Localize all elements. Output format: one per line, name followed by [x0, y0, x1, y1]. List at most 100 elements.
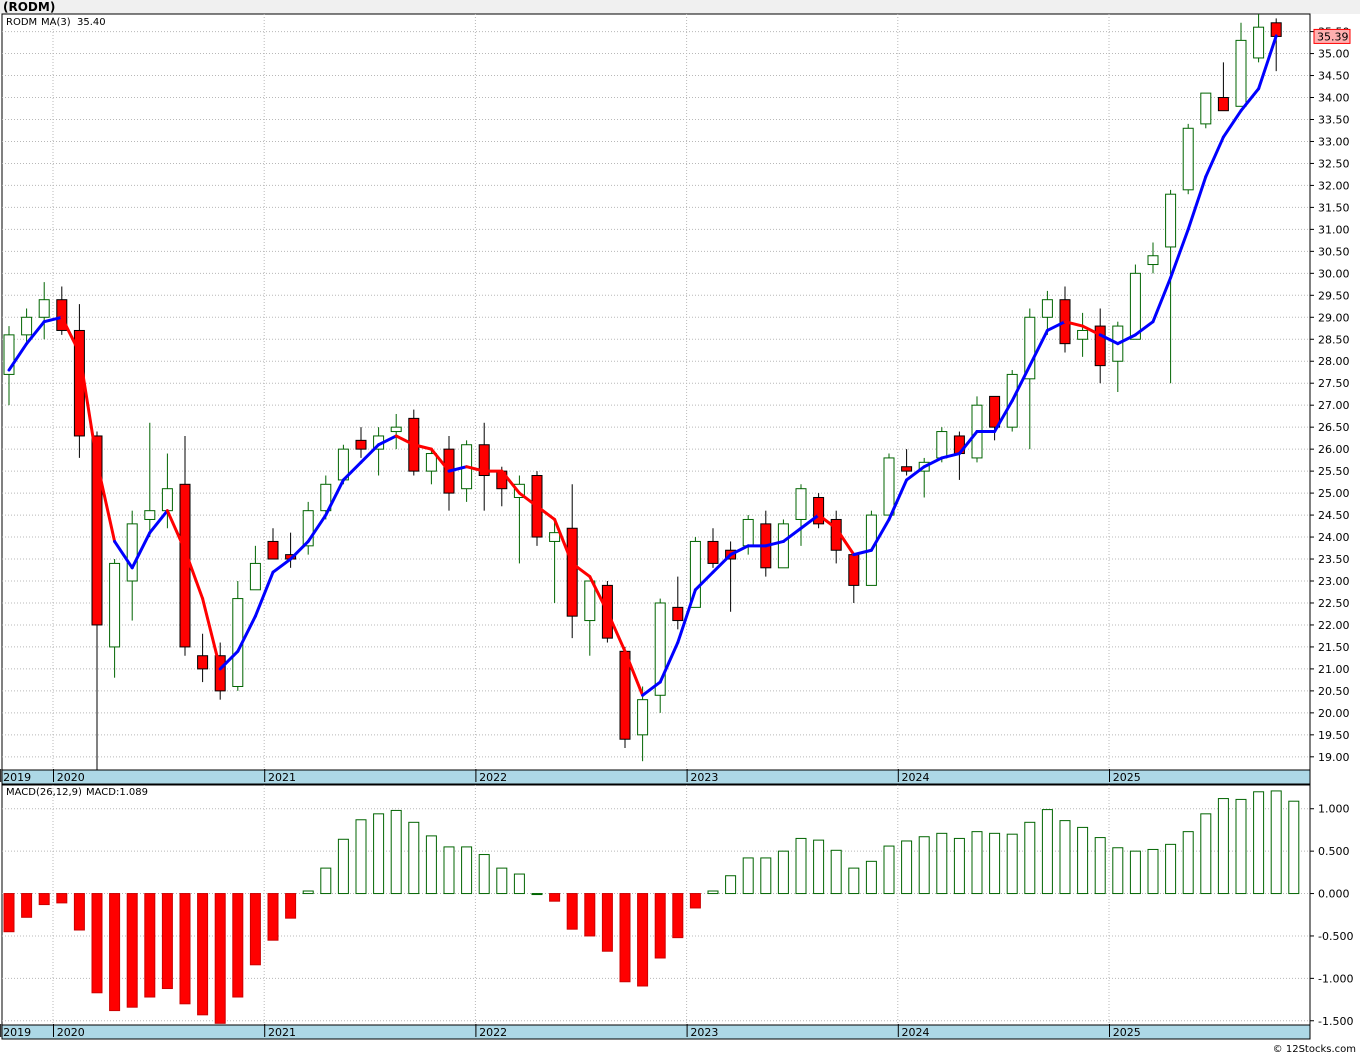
ma3-segment [729, 544, 750, 557]
macd-bar [1129, 850, 1141, 895]
price-tick-label: 32.50 [1318, 157, 1350, 170]
ma3-segment [500, 469, 521, 495]
macd-bar [355, 819, 367, 895]
candle [91, 431, 103, 770]
macd-bar [777, 850, 789, 895]
price-tick-label: 34.00 [1318, 92, 1350, 105]
macd-bar [953, 837, 965, 895]
candle [1165, 189, 1177, 384]
macd-bar [408, 821, 420, 895]
price-grid [2, 14, 1310, 770]
price-tick-label: 33.00 [1318, 135, 1350, 148]
ma3-segment [517, 491, 539, 508]
macd-bar [637, 893, 649, 987]
candle [249, 545, 261, 591]
ma3-segment [605, 610, 627, 653]
ma3-segment [77, 350, 99, 464]
ma3-segment [412, 443, 433, 451]
price-tick-label: 29.50 [1318, 289, 1350, 302]
macd-bar [232, 893, 244, 998]
price-tick-label: 25.50 [1318, 465, 1350, 478]
macd-bar [1094, 837, 1106, 895]
macd-bar [883, 845, 895, 895]
year-label: 2025 [1113, 1026, 1141, 1039]
candle [637, 686, 649, 762]
macd-bar [725, 875, 737, 895]
candle [267, 528, 279, 560]
price-tick-label: 22.50 [1318, 597, 1350, 610]
price-tick-label: 19.50 [1318, 729, 1350, 742]
macd-bar [672, 893, 684, 939]
macd-bar [1200, 813, 1212, 895]
price-tick-label: 34.50 [1318, 70, 1350, 83]
price-date-axis [1, 769, 1311, 785]
ma3-segment [905, 465, 926, 482]
macd-bar [619, 893, 631, 983]
macd-bar [91, 893, 103, 994]
price-tick-label: 35.00 [1318, 48, 1350, 61]
macd-bar [1077, 826, 1089, 895]
candle [1024, 308, 1036, 450]
price-tick-label: 30.50 [1318, 245, 1350, 258]
macd-bar [161, 893, 173, 990]
candle [109, 559, 121, 678]
year-label: 2019 [3, 771, 31, 784]
ma3-segment [289, 539, 310, 561]
price-tick-label: 24.00 [1318, 531, 1350, 544]
macd-bar [654, 893, 666, 959]
macd-bar [443, 846, 455, 895]
ma3-segment [218, 649, 240, 671]
ma3-segment [869, 517, 891, 552]
price-tick-label: 27.00 [1318, 399, 1350, 412]
ma3-segment [1186, 175, 1208, 231]
ma3-segment [535, 504, 557, 521]
ma3-segment [887, 478, 909, 521]
macd-bar [1217, 798, 1229, 895]
macd-bar [1270, 790, 1282, 895]
ma3-segment [236, 614, 257, 653]
candle [21, 308, 33, 344]
ma3-segment [1257, 34, 1278, 91]
title-bar [0, 0, 1360, 14]
ma3-segment [201, 597, 222, 671]
ma3-segment [148, 509, 169, 535]
ma3-segment [7, 342, 29, 372]
ma3-segment [165, 509, 187, 552]
ma3-segment [1045, 320, 1067, 332]
ma3-segment [834, 526, 856, 557]
ma3-segment [588, 575, 609, 614]
year-label: 2019 [3, 1026, 31, 1039]
price-y-axis: 19.00 19.50 20.00 20.50 21.00 21.50 22.00 22.50… [1310, 26, 1350, 764]
ma3-segment [553, 517, 574, 565]
candle [883, 453, 895, 516]
ma3-segment [394, 434, 416, 447]
macd-bar [267, 893, 279, 941]
candle [214, 642, 226, 700]
last-price-tag: 35.39 [1313, 28, 1351, 44]
price-tick-label: 20.00 [1318, 707, 1350, 720]
candle [1077, 312, 1089, 357]
macd-bar [865, 860, 877, 895]
candle [1235, 22, 1247, 107]
macd-bar [56, 893, 68, 904]
macd-bar [249, 893, 261, 966]
ma3-segment [1169, 227, 1190, 280]
ma3-segment [957, 430, 979, 456]
candle [56, 286, 68, 335]
candle [584, 580, 596, 656]
legend-ma-label: MA(3) [41, 17, 71, 28]
ma3-segment [693, 570, 715, 592]
price-tick-label: 32.00 [1318, 179, 1350, 192]
ma3-segment [60, 315, 81, 354]
macd-bar [813, 839, 825, 895]
price-tick-label: 28.00 [1318, 355, 1350, 368]
macd-bar [549, 893, 561, 902]
ma3-segment [817, 513, 838, 530]
ma3-segment [1028, 328, 1049, 368]
candle [302, 501, 314, 555]
price-tick-label: 25.00 [1318, 487, 1350, 500]
price-tick-label: 23.50 [1318, 553, 1350, 566]
macd-bar [73, 893, 85, 931]
candle [777, 519, 789, 569]
